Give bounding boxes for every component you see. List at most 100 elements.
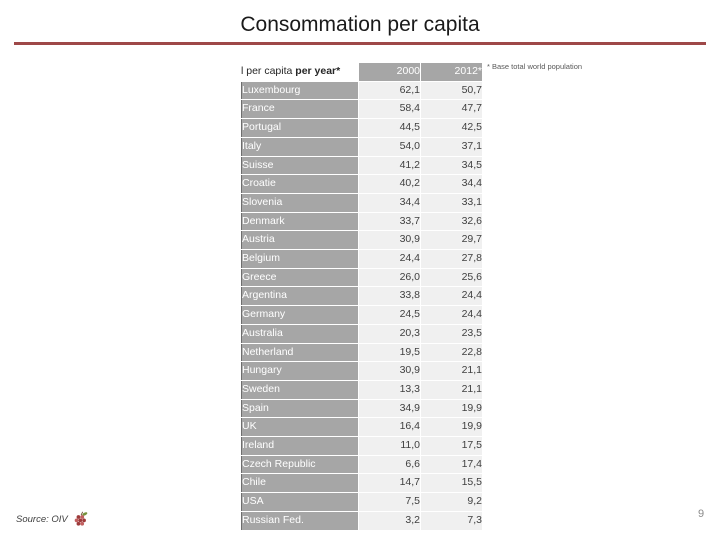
- value-cell: 14,7: [359, 474, 420, 493]
- value-cell: 22,8: [421, 343, 482, 362]
- page-title: Consommation per capita: [240, 13, 480, 36]
- value-cell: 25,6: [421, 268, 482, 287]
- table-row: Austria 30,9 29,7: [241, 231, 482, 250]
- table-row: Slovenia 34,4 33,1: [241, 193, 482, 212]
- value-cell: 7,5: [359, 493, 420, 511]
- country-cell: USA: [241, 493, 358, 511]
- source-line: Source: OIV: [16, 511, 90, 528]
- value-cell: 33,1: [421, 193, 482, 212]
- value-cell: 24,5: [359, 306, 420, 324]
- table-row: Netherland 19,5 22,8: [241, 343, 482, 362]
- table-row: Denmark 33,7 32,6: [241, 212, 482, 231]
- consumption-table-body: Luxembourg 62,1 50,7 France 58,4 47,7 Portugal…: [241, 81, 482, 530]
- table-row: Portugal 44,5 42,5: [241, 119, 482, 137]
- value-cell: 40,2: [359, 175, 420, 193]
- country-cell: Ireland: [241, 437, 358, 455]
- table-row: Russian Fed. 3,2 7,3: [241, 511, 482, 530]
- country-cell: Chile: [241, 474, 358, 493]
- value-cell: 13,3: [359, 380, 420, 399]
- value-cell: 7,3: [421, 511, 482, 530]
- value-cell: 24,4: [421, 306, 482, 324]
- table-row: Chile 14,7 15,5: [241, 474, 482, 493]
- table-row: Spain 34,9 19,9: [241, 399, 482, 418]
- value-cell: 50,7: [421, 81, 482, 100]
- value-cell: 20,3: [359, 324, 420, 343]
- value-cell: 21,1: [421, 380, 482, 399]
- value-cell: 42,5: [421, 119, 482, 137]
- title-underline-rule: [14, 42, 706, 45]
- country-cell: Portugal: [241, 119, 358, 137]
- value-cell: 19,5: [359, 343, 420, 362]
- country-cell: Slovenia: [241, 193, 358, 212]
- value-cell: 11,0: [359, 437, 420, 455]
- table-row: Sweden 13,3 21,1: [241, 380, 482, 399]
- value-cell: 62,1: [359, 81, 420, 100]
- table-row: Germany 24,5 24,4: [241, 306, 482, 324]
- unit-label: l per capita: [241, 65, 296, 77]
- table-row: UK 16,4 19,9: [241, 418, 482, 437]
- footnote: * Base total world population: [487, 62, 583, 71]
- country-cell: Argentina: [241, 287, 358, 306]
- table-row: Suisse 41,2 34,5: [241, 156, 482, 175]
- value-cell: 19,9: [421, 399, 482, 418]
- table-row: Croatie 40,2 34,4: [241, 175, 482, 193]
- table-row: Ireland 11,0 17,5: [241, 437, 482, 455]
- value-cell: 3,2: [359, 511, 420, 530]
- country-cell: Hungary: [241, 362, 358, 380]
- table-row: Czech Republic 6,6 17,4: [241, 455, 482, 474]
- country-cell: Italy: [241, 137, 358, 156]
- value-cell: 33,8: [359, 287, 420, 306]
- value-cell: 44,5: [359, 119, 420, 137]
- table-row: Greece 26,0 25,6: [241, 268, 482, 287]
- grape-icon: [74, 511, 88, 526]
- country-cell: France: [241, 100, 358, 119]
- country-cell: Netherland: [241, 343, 358, 362]
- country-cell: Austria: [241, 231, 358, 250]
- value-cell: 47,7: [421, 100, 482, 119]
- country-cell: Sweden: [241, 380, 358, 399]
- table-row: France 58,4 47,7: [241, 100, 482, 119]
- unit-header-cell: l per capita per year*: [241, 63, 358, 81]
- value-cell: 24,4: [359, 250, 420, 268]
- country-cell: Germany: [241, 306, 358, 324]
- page-number: 9: [698, 508, 705, 520]
- source-label: Source: OIV: [16, 514, 68, 525]
- value-cell: 19,9: [421, 418, 482, 437]
- value-cell: 9,2: [421, 493, 482, 511]
- value-cell: 16,4: [359, 418, 420, 437]
- value-cell: 29,7: [421, 231, 482, 250]
- value-cell: 24,4: [421, 287, 482, 306]
- table-row: Luxembourg 62,1 50,7: [241, 81, 482, 100]
- table-row: USA 7,5 9,2: [241, 493, 482, 511]
- country-cell: Luxembourg: [241, 81, 358, 100]
- unit-label-bold: per year*: [295, 65, 341, 77]
- country-cell: Denmark: [241, 212, 358, 231]
- country-cell: Czech Republic: [241, 455, 358, 474]
- country-cell: UK: [241, 418, 358, 437]
- table-row: Australia 20,3 23,5: [241, 324, 482, 343]
- column-header-2000: 2000: [359, 63, 420, 81]
- value-cell: 30,9: [359, 362, 420, 380]
- column-header-2012: 2012*: [421, 63, 482, 81]
- country-cell: Greece: [241, 268, 358, 287]
- value-cell: 33,7: [359, 212, 420, 231]
- value-cell: 27,8: [421, 250, 482, 268]
- value-cell: 54,0: [359, 137, 420, 156]
- table-row: Argentina 33,8 24,4: [241, 287, 482, 306]
- table-row: Belgium 24,4 27,8: [241, 250, 482, 268]
- consumption-table: l per capita per year* 2000 2012* Luxemb…: [240, 62, 483, 531]
- value-cell: 17,5: [421, 437, 482, 455]
- value-cell: 37,1: [421, 137, 482, 156]
- value-cell: 21,1: [421, 362, 482, 380]
- country-cell: Australia: [241, 324, 358, 343]
- value-cell: 6,6: [359, 455, 420, 474]
- table-header-row: l per capita per year* 2000 2012*: [241, 63, 482, 81]
- value-cell: 34,4: [359, 193, 420, 212]
- value-cell: 15,5: [421, 474, 482, 493]
- country-cell: Belgium: [241, 250, 358, 268]
- value-cell: 34,5: [421, 156, 482, 175]
- country-cell: Croatie: [241, 175, 358, 193]
- value-cell: 58,4: [359, 100, 420, 119]
- country-cell: Spain: [241, 399, 358, 418]
